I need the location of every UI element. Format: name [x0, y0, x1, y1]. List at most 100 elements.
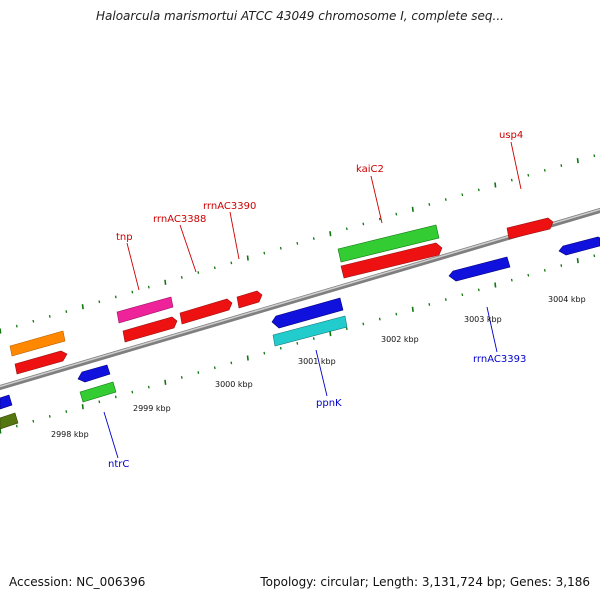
- minor-tick: [114, 295, 117, 299]
- minor-tick: [527, 273, 530, 277]
- scale-labels: 2998 kbp 2999 kbp 3000 kbp 3001 kbp 3002…: [51, 295, 586, 439]
- major-tick: [576, 258, 579, 264]
- gene-arrow-usp4[interactable]: [506, 217, 554, 240]
- minor-tick: [263, 351, 266, 355]
- minor-tick: [362, 322, 365, 326]
- scale-label: 2998 kbp: [51, 430, 89, 439]
- scale-label: 3002 kbp: [381, 335, 419, 344]
- gene-arrow-rrnAC3390[interactable]: [236, 290, 263, 309]
- gene-label-ppnK[interactable]: ppnK: [316, 398, 342, 409]
- minor-tick: [593, 154, 596, 158]
- minor-tick: [213, 266, 216, 270]
- minor-tick: [395, 212, 398, 216]
- gene-label-usp4[interactable]: usp4: [499, 130, 523, 141]
- gene-arrow-rrnAC3388[interactable]: [179, 298, 233, 325]
- gene-arrow-blue[interactable]: [558, 236, 600, 256]
- major-tick: [246, 355, 249, 361]
- gene-label-rrnAC3393[interactable]: rrnAC3393: [473, 354, 526, 365]
- gene-features: [0, 217, 600, 430]
- gene-arrow-rrnAC3393[interactable]: [448, 256, 511, 282]
- forward-scale-ticks: [0, 154, 596, 334]
- chromosome-backbone-highlight: [0, 208, 600, 388]
- gene-label-kaiC2[interactable]: kaiC2: [356, 164, 384, 175]
- minor-tick: [147, 385, 150, 389]
- minor-tick: [378, 217, 381, 221]
- minor-tick: [98, 400, 101, 404]
- minor-tick: [312, 337, 315, 340]
- minor-tick: [263, 251, 266, 255]
- minor-tick: [345, 227, 348, 231]
- minor-tick: [114, 395, 117, 399]
- minor-tick: [444, 198, 447, 201]
- minor-tick: [48, 414, 51, 418]
- major-tick: [329, 231, 332, 237]
- gene-label-rrnAC3390[interactable]: rrnAC3390: [203, 201, 256, 212]
- major-tick: [164, 379, 167, 385]
- minor-tick: [593, 254, 596, 258]
- major-tick: [164, 279, 167, 285]
- minor-tick: [131, 390, 134, 394]
- gene-arrow-ntrC[interactable]: [79, 381, 117, 403]
- minor-tick: [180, 276, 183, 279]
- minor-tick: [131, 290, 134, 294]
- minor-tick: [510, 178, 513, 182]
- major-tick: [246, 255, 249, 261]
- minor-tick: [65, 310, 68, 313]
- minor-tick: [378, 317, 381, 321]
- gene-arrow-blue[interactable]: [77, 364, 111, 383]
- minor-tick: [32, 319, 35, 323]
- minor-tick: [345, 327, 348, 331]
- gene-label-tnp[interactable]: tnp: [116, 232, 133, 243]
- minor-tick: [560, 164, 563, 167]
- gene-label-rrnAC3388[interactable]: rrnAC3388: [153, 214, 206, 225]
- minor-tick: [197, 371, 200, 374]
- minor-tick: [147, 285, 150, 289]
- scale-label: 3003 kbp: [464, 315, 502, 324]
- minor-tick: [444, 298, 447, 301]
- gene-arrow-ppnK[interactable]: [272, 315, 348, 347]
- minor-tick: [461, 293, 464, 297]
- scale-label: 2999 kbp: [133, 404, 171, 413]
- minor-tick: [477, 188, 480, 192]
- gene-arrow-red[interactable]: [122, 316, 178, 343]
- scale-label: 3000 kbp: [215, 380, 253, 389]
- gene-arrow-kaiC2[interactable]: [337, 224, 440, 263]
- minor-tick: [428, 303, 431, 306]
- minor-tick: [543, 268, 546, 272]
- minor-tick: [15, 324, 18, 328]
- chromosome-backbone: [0, 207, 600, 391]
- minor-tick: [48, 314, 51, 318]
- gene-label-leaders: [103, 141, 522, 459]
- minor-tick: [477, 288, 480, 292]
- gene-arrow-blue[interactable]: [271, 297, 344, 329]
- minor-tick: [362, 222, 365, 226]
- minor-tick: [527, 173, 530, 177]
- minor-tick: [560, 264, 563, 267]
- major-tick: [411, 206, 414, 212]
- major-tick: [494, 182, 497, 188]
- major-tick: [0, 428, 2, 434]
- major-tick: [329, 331, 332, 337]
- minor-tick: [543, 168, 546, 172]
- major-tick: [494, 282, 497, 288]
- minor-tick: [279, 246, 282, 250]
- minor-tick: [510, 278, 513, 282]
- minor-tick: [395, 312, 398, 316]
- gene-arrow-red[interactable]: [14, 350, 68, 375]
- minor-tick: [296, 241, 299, 245]
- gene-arrow-blue[interactable]: [0, 394, 13, 410]
- minor-tick: [65, 410, 68, 413]
- gene-label-ntrC[interactable]: ntrC: [108, 459, 129, 470]
- minor-tick: [279, 346, 282, 350]
- gene-arrow-tnp[interactable]: [116, 296, 174, 324]
- minor-tick: [296, 341, 299, 345]
- minor-tick: [197, 271, 200, 274]
- gene-arrow-olive[interactable]: [0, 412, 19, 430]
- gene-arrow-red[interactable]: [340, 242, 443, 279]
- minor-tick: [15, 424, 18, 428]
- minor-tick: [180, 376, 183, 379]
- gene-arrow-orange[interactable]: [9, 330, 66, 357]
- map-title: Haloarcula marismortui ATCC 43049 chromo…: [96, 9, 504, 23]
- minor-tick: [312, 237, 315, 240]
